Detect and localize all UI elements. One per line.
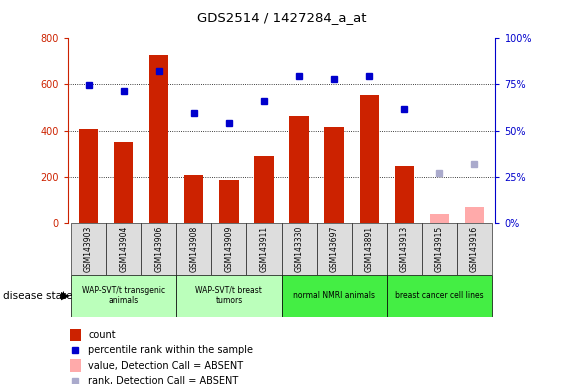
Text: GSM143330: GSM143330 xyxy=(294,225,303,272)
Bar xyxy=(176,275,282,317)
Bar xyxy=(430,214,449,223)
Bar xyxy=(184,175,203,223)
Bar xyxy=(387,275,492,317)
Text: rank, Detection Call = ABSENT: rank, Detection Call = ABSENT xyxy=(88,376,239,384)
Text: disease state: disease state xyxy=(3,291,72,301)
Bar xyxy=(387,223,422,275)
Bar xyxy=(247,223,282,275)
Bar xyxy=(71,223,106,275)
Bar xyxy=(254,156,274,223)
Bar xyxy=(106,223,141,275)
Bar xyxy=(395,166,414,223)
Bar xyxy=(176,223,211,275)
Text: GSM143904: GSM143904 xyxy=(119,225,128,272)
Bar xyxy=(352,223,387,275)
Bar xyxy=(457,223,492,275)
Text: GSM143908: GSM143908 xyxy=(189,225,198,272)
Text: GSM143911: GSM143911 xyxy=(260,225,269,272)
Bar xyxy=(422,223,457,275)
Text: normal NMRI animals: normal NMRI animals xyxy=(293,291,375,300)
Text: GSM143915: GSM143915 xyxy=(435,225,444,272)
Bar xyxy=(324,127,344,223)
Bar xyxy=(71,275,176,317)
Bar xyxy=(282,223,316,275)
Bar xyxy=(316,223,352,275)
Bar xyxy=(289,116,309,223)
Bar xyxy=(464,207,484,223)
Text: GSM143909: GSM143909 xyxy=(225,225,234,272)
Text: breast cancer cell lines: breast cancer cell lines xyxy=(395,291,484,300)
Text: value, Detection Call = ABSENT: value, Detection Call = ABSENT xyxy=(88,361,243,371)
Bar xyxy=(79,129,99,223)
Bar xyxy=(219,180,239,223)
Text: WAP-SVT/t breast
tumors: WAP-SVT/t breast tumors xyxy=(195,286,262,305)
Text: GDS2514 / 1427284_a_at: GDS2514 / 1427284_a_at xyxy=(196,12,367,25)
Text: GSM143916: GSM143916 xyxy=(470,225,479,272)
Text: GSM143913: GSM143913 xyxy=(400,225,409,272)
Text: WAP-SVT/t transgenic
animals: WAP-SVT/t transgenic animals xyxy=(82,286,165,305)
Text: GSM143903: GSM143903 xyxy=(84,225,93,272)
Bar xyxy=(70,329,81,341)
Text: GSM143891: GSM143891 xyxy=(365,225,374,272)
Bar xyxy=(282,275,387,317)
Bar xyxy=(70,359,81,372)
Text: count: count xyxy=(88,330,116,340)
Bar xyxy=(114,142,133,223)
Bar xyxy=(141,223,176,275)
Bar xyxy=(149,55,168,223)
Text: percentile rank within the sample: percentile rank within the sample xyxy=(88,345,253,355)
Text: GSM143697: GSM143697 xyxy=(329,225,338,272)
Bar xyxy=(211,223,247,275)
Text: GSM143906: GSM143906 xyxy=(154,225,163,272)
Text: ▶: ▶ xyxy=(61,291,69,301)
Bar xyxy=(360,95,379,223)
